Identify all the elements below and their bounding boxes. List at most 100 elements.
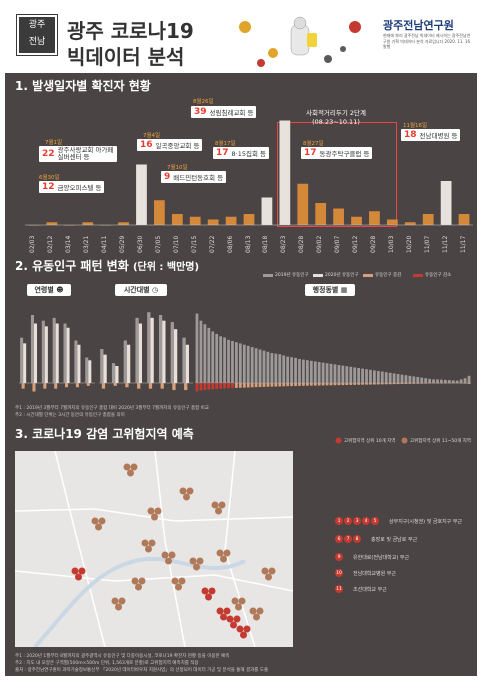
bar-2020 (150, 317, 154, 383)
area-rank-number: 10 (335, 569, 343, 577)
callout-count: 16 (140, 140, 153, 150)
risk-marker (186, 487, 194, 495)
section-3-title: 3. 코로나19 감염 고위험지역 예측 (15, 427, 194, 441)
case-bar (404, 222, 416, 225)
virus-illustration (239, 16, 361, 67)
callout: 16 일곡중앙교회 등 (137, 139, 203, 151)
district-change-bar (254, 383, 258, 388)
risk-marker (148, 539, 156, 547)
high-risk-area-item: 6 7 8 충장로 및 금남로 부근 (335, 535, 417, 543)
x-tick-label: 02/12 (47, 235, 55, 253)
risk-marker (183, 493, 190, 501)
risk-marker (211, 501, 219, 509)
district-change-bar (199, 383, 203, 391)
bar-change (113, 383, 117, 386)
risk-marker (111, 597, 119, 605)
risk-marker (249, 607, 257, 615)
case-bar (171, 214, 183, 225)
risk-marker (253, 613, 260, 621)
district-change-bar (219, 383, 223, 389)
bar-2020 (138, 323, 143, 383)
risk-marker (141, 539, 149, 547)
bar-2019 (52, 317, 56, 383)
district-bar (436, 379, 439, 383)
map-icon: ▦ (340, 286, 348, 294)
section-3-source: 출처 : 광주전남연구원이 과학기술정보통신부 「2020년 데이터바우처 지원… (15, 668, 269, 673)
bar-2019 (170, 322, 174, 383)
x-tick-label: 09/07 (334, 235, 342, 253)
callout: 22 광주사랑교회 아가페실버센터 등 (39, 146, 117, 162)
callout-label: 8·15집회 등 (231, 150, 267, 158)
callout-count: 22 (42, 148, 55, 159)
district-change-bar (290, 383, 293, 387)
risk-marker (118, 597, 126, 605)
bar-2020 (173, 329, 178, 383)
district-bar (238, 343, 242, 383)
distancing-period-range: (08.23~10.11) (312, 118, 360, 126)
risk-marker (243, 625, 251, 633)
district-bar (455, 380, 459, 383)
district-bar (396, 374, 400, 383)
section-2-unit: (단위 : 백만명) (132, 262, 200, 273)
x-tick-label: 06/30 (137, 235, 144, 253)
callout-date: 7월10일 (167, 165, 188, 171)
bar-2020 (66, 327, 70, 383)
district-change-bar (258, 383, 262, 388)
district-change-bar (337, 383, 341, 386)
risk-marker (131, 577, 139, 585)
bar-change (75, 383, 79, 388)
district-bar (329, 363, 333, 383)
risk-marker (208, 587, 216, 595)
bar-2020 (103, 354, 107, 383)
district-change-bar (400, 383, 404, 385)
district-bar (325, 363, 329, 383)
callout-date: 11월16일 (403, 123, 428, 129)
age-chart (19, 315, 95, 392)
x-tick-label: 09/02 (316, 235, 324, 253)
risk-marker (261, 567, 269, 575)
district-change-bar (325, 383, 329, 386)
district-change-bar (380, 383, 384, 385)
district-change-bar (357, 383, 361, 385)
case-bar (225, 216, 237, 225)
tab-age-label: 연령별 (34, 286, 54, 294)
section-3-note-1: 주1 : 2020년 1월부터 8월까지의 광주광역시 유동인구 및 다중이용시… (15, 654, 230, 659)
district-change-bar (349, 383, 353, 385)
legend-item: 2019년 유동인구 (263, 272, 309, 278)
callout-count: 39 (194, 107, 207, 117)
district-bar (463, 378, 467, 383)
district-change-bar (341, 383, 345, 386)
district-bar (199, 320, 203, 383)
district-change-bar (195, 383, 199, 392)
risk-marker (231, 597, 239, 605)
district-bar (424, 378, 428, 383)
risk-marker (127, 469, 134, 477)
tab-district: 행정동별 ▦ (305, 284, 355, 296)
district-change-bar (365, 383, 368, 385)
district-change-bar (416, 383, 420, 384)
district-change-bar (262, 383, 266, 387)
district-change-bar (298, 383, 301, 386)
legend-item: 2020년 유동인구 (313, 272, 359, 278)
district-bar (349, 366, 353, 383)
area-rank-markers: 10 (335, 569, 343, 577)
case-bar (261, 197, 273, 225)
risk-marker (230, 621, 237, 629)
district-change-bar (369, 383, 372, 385)
callout: 12 금양오피스텔 등 (39, 181, 105, 193)
district-chart (195, 313, 471, 392)
district-change-bar (376, 383, 380, 385)
callout-count: 9 (164, 172, 171, 182)
bar-2019 (74, 340, 78, 383)
risk-marker (220, 555, 227, 563)
bar-2019 (41, 320, 45, 383)
district-bar (286, 356, 290, 383)
daily-cases-chart (25, 120, 473, 226)
callout-date: 8월26일 (193, 99, 214, 105)
logo-line-1: 광주 (28, 20, 46, 30)
risk-marker (196, 557, 204, 565)
area-rank-number: 1 (335, 517, 343, 525)
case-bar (279, 120, 291, 225)
